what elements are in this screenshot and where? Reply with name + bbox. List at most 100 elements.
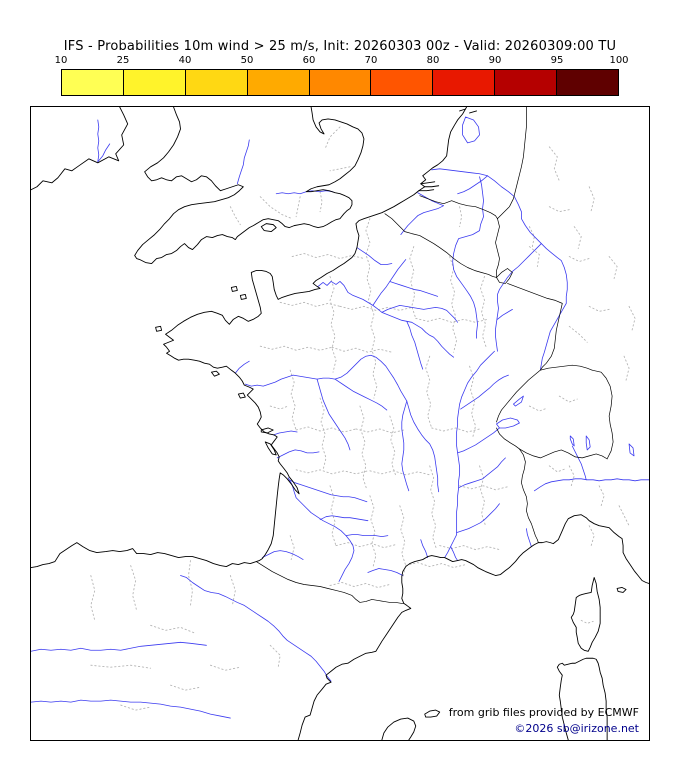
colorbar-cell xyxy=(370,70,433,95)
admin-boundary xyxy=(415,317,488,323)
admin-boundary xyxy=(479,465,486,527)
coastline-zeeland-channel-3 xyxy=(418,189,435,192)
colorbar-tick-label: 80 xyxy=(426,55,440,66)
lake-maggiore xyxy=(569,435,575,447)
border-switzerland-italy xyxy=(519,448,608,460)
coastline-ile-de-re xyxy=(260,427,274,434)
admin-boundary xyxy=(528,246,540,267)
admin-boundary xyxy=(259,196,293,220)
lake-ijsselmeer xyxy=(462,116,480,144)
coastline-oleron xyxy=(264,441,277,456)
border-switzerland-austria xyxy=(591,369,614,460)
colorbar-tick-labels: 10 25 40 50 60 70 80 90 95 100 xyxy=(55,55,629,68)
colorbar-cell xyxy=(432,70,495,95)
river-severn xyxy=(236,139,250,185)
coastline-jersey xyxy=(239,293,247,300)
admin-boundary xyxy=(369,301,378,399)
colorbar-tick-label: 70 xyxy=(364,55,378,66)
admin-boundary xyxy=(588,525,595,547)
river-tarn xyxy=(345,534,389,538)
map-title: IFS - Probabilities 10m wind > 25 m/s, I… xyxy=(63,39,617,54)
river-marne xyxy=(381,304,459,323)
lake-garda xyxy=(628,443,635,457)
border-belgium-netherlands xyxy=(419,195,498,219)
border-geneva-montblanc xyxy=(496,427,520,450)
river-aisne xyxy=(389,281,439,297)
river-rhone-delta xyxy=(450,546,459,561)
admin-boundary xyxy=(439,545,500,551)
coastline-continent-atlantic xyxy=(31,107,468,568)
admin-boundary xyxy=(229,206,241,226)
border-spain-france xyxy=(255,561,405,604)
river-waal xyxy=(457,175,488,195)
coastline-isle-of-wight xyxy=(260,223,277,233)
colorbar-scale xyxy=(61,69,619,96)
map-svg xyxy=(31,107,649,740)
admin-boundary xyxy=(459,206,463,228)
admin-boundary xyxy=(623,355,630,381)
colorbar-cell xyxy=(184,70,247,95)
admin-boundary xyxy=(405,562,467,569)
coastline-belle-ile xyxy=(210,370,220,377)
coastline-mediterranean xyxy=(297,514,649,740)
admin-boundary xyxy=(90,575,96,621)
colorbar-tick-label: 50 xyxy=(240,55,254,66)
river-garonne xyxy=(287,477,355,582)
attribution-copyright: ©2026 sb@irizone.net xyxy=(514,722,639,735)
coastline-zeeland-channel-1 xyxy=(420,181,436,185)
river-lot xyxy=(319,515,369,522)
river-isere xyxy=(458,457,506,489)
admin-boundary xyxy=(598,485,605,507)
admin-boundary xyxy=(548,465,566,473)
admin-boundary xyxy=(389,415,397,477)
admin-boundary xyxy=(568,256,590,262)
river-sevre xyxy=(272,430,298,436)
admin-boundary xyxy=(269,405,289,410)
colorbar-tick-label: 10 xyxy=(54,55,68,66)
colorbar-tick-label: 25 xyxy=(116,55,130,66)
lake-como xyxy=(585,435,591,451)
coastline-britain xyxy=(134,107,365,264)
admin-boundary xyxy=(130,565,138,611)
admin-boundary xyxy=(369,470,431,476)
rivers-layer xyxy=(31,119,649,719)
river-var xyxy=(525,528,532,548)
admin-boundary xyxy=(355,428,405,434)
river-charente xyxy=(276,449,320,459)
river-aude xyxy=(367,568,404,576)
colorbar-tick-label: 40 xyxy=(178,55,192,66)
colorbar-cell xyxy=(556,70,619,95)
admin-boundary xyxy=(469,365,477,439)
river-ticino xyxy=(571,445,587,481)
coastline-corsica xyxy=(570,577,601,652)
border-france-switzerland xyxy=(496,369,541,423)
admin-boundary xyxy=(429,465,438,551)
admin-boundary xyxy=(558,395,578,403)
river-suir xyxy=(97,119,100,163)
river-scheldt xyxy=(400,192,445,235)
river-seine xyxy=(317,281,455,358)
admin-boundary xyxy=(580,619,594,624)
colorbar: 10 25 40 50 60 70 80 90 95 100 xyxy=(55,55,629,96)
river-rhine-delta xyxy=(431,168,488,177)
river-meuse xyxy=(452,176,484,339)
admin-boundary xyxy=(324,126,341,150)
admin-boundary xyxy=(618,505,630,527)
border-france-italy xyxy=(519,448,539,543)
admin-boundary xyxy=(359,405,368,491)
admin-boundary xyxy=(588,305,610,312)
river-loire xyxy=(244,354,440,493)
admin-boundary xyxy=(269,644,281,668)
admin-boundary xyxy=(295,426,357,433)
coastlines-layer xyxy=(31,107,649,740)
lake-neuchatel xyxy=(513,395,524,407)
colorbar-cell xyxy=(62,70,123,95)
admin-boundary xyxy=(291,253,365,259)
river-adour xyxy=(261,550,304,560)
admin-boundary xyxy=(295,469,369,475)
border-belgium-germany xyxy=(495,218,500,278)
river-oise xyxy=(372,259,407,306)
coastline-elba xyxy=(616,587,627,593)
river-rhine xyxy=(487,175,568,371)
admin-boundary xyxy=(229,575,236,606)
